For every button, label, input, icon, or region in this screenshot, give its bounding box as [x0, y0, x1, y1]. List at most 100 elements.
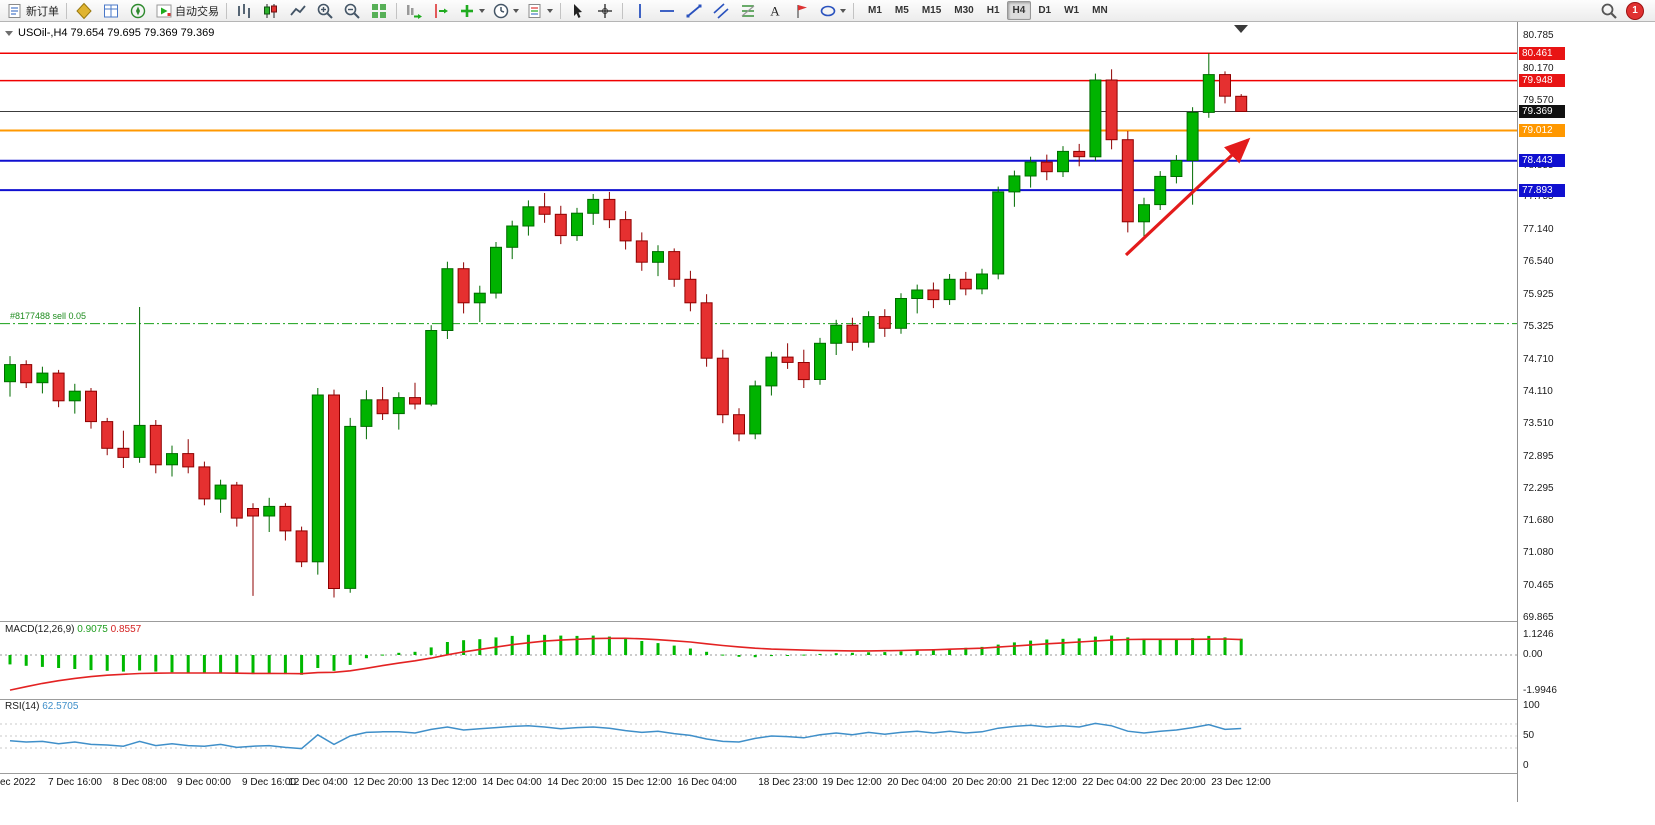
pane-divider-rsi[interactable] [0, 699, 1655, 700]
periods-icon [492, 2, 510, 20]
toolbar-separator [396, 2, 397, 19]
price-tick-label: 71.080 [1523, 547, 1554, 558]
hline-icon [658, 2, 676, 20]
indicators-icon [458, 2, 476, 20]
macd-label: MACD(12,26,9) 0.9075 0.8557 [5, 624, 141, 635]
timeframe-d1-button[interactable]: D1 [1038, 5, 1052, 16]
macd-main-value: 0.9075 [77, 624, 108, 635]
price-tick-label: 80.785 [1523, 30, 1554, 41]
auto-scroll-button[interactable] [401, 0, 427, 22]
order-line-label: #8177488 sell 0.05 [10, 311, 87, 321]
time-axis-label: 12 Dec 04:00 [288, 777, 348, 788]
line-chart-button[interactable] [285, 0, 311, 22]
timeframe-h1-button[interactable]: H1 [986, 5, 1000, 16]
channel-icon [712, 2, 730, 20]
templates-button[interactable] [523, 0, 556, 22]
timeframe-w1-button[interactable]: W1 [1064, 5, 1080, 16]
time-axis-label: 20 Dec 04:00 [887, 777, 947, 788]
time-axis-label: 12 Dec 20:00 [353, 777, 413, 788]
data-window-icon [102, 2, 120, 20]
zoom-out-button[interactable] [339, 0, 365, 22]
time-axis-label: 14 Dec 04:00 [482, 777, 542, 788]
zoom-in-button[interactable] [312, 0, 338, 22]
cursor-button[interactable] [565, 0, 591, 22]
price-tick-label: 77.140 [1523, 224, 1554, 235]
price-tick-label: 75.325 [1523, 321, 1554, 332]
equidistant-channel-button[interactable] [708, 0, 734, 22]
main-chart[interactable] [0, 22, 1517, 622]
price-scale[interactable]: 80.78580.17079.57078.95578.35577.75577.1… [1517, 22, 1655, 802]
arrows-button[interactable] [816, 0, 849, 22]
price-badge: 77.893 [1519, 184, 1565, 197]
trendline-button[interactable] [681, 0, 707, 22]
new-order-icon [6, 2, 24, 20]
time-axis-label: 9 Dec 00:00 [177, 777, 231, 788]
crosshair-icon [596, 2, 614, 20]
fibonacci-button[interactable] [735, 0, 761, 22]
horizontal-line-button[interactable] [654, 0, 680, 22]
timeframe-mn-button[interactable]: MN [1092, 5, 1108, 16]
timeframe-m1-button[interactable]: M1 [868, 5, 882, 16]
trend-arrow[interactable] [1124, 137, 1251, 257]
shapes-icon [819, 2, 837, 20]
auto-trading-button[interactable]: 自动交易 [152, 0, 222, 22]
toolbar-separator [622, 2, 623, 19]
market-watch-button[interactable] [71, 0, 97, 22]
rsi-pane[interactable] [0, 700, 1517, 773]
price-tick-label: 74.110 [1523, 386, 1553, 397]
bar-chart-button[interactable] [231, 0, 257, 22]
dropdown-caret-icon [479, 8, 485, 13]
rsi-line [9, 722, 1242, 750]
vline-icon [631, 2, 649, 20]
time-axis-label: 8 Dec 08:00 [113, 777, 167, 788]
dropdown-caret-icon [840, 8, 846, 13]
search-icon[interactable] [1600, 2, 1618, 20]
pane-divider-macd[interactable] [0, 621, 1655, 622]
timeframe-m30-button[interactable]: M30 [954, 5, 974, 16]
toolbar-separator [853, 2, 854, 19]
macd-name: MACD(12,26,9) [5, 624, 75, 635]
candlestick-chart-button[interactable] [258, 0, 284, 22]
price-badge: 80.461 [1519, 47, 1565, 60]
toolbar-separator [226, 2, 227, 19]
time-axis-label: 20 Dec 20:00 [952, 777, 1012, 788]
rsi-tick-label: 100 [1523, 700, 1540, 711]
periods-button[interactable] [489, 0, 522, 22]
text-label-button[interactable] [789, 0, 815, 22]
navigator-button[interactable] [125, 0, 151, 22]
chart-shift-button[interactable] [428, 0, 454, 22]
dropdown-caret-icon [547, 8, 553, 13]
toolbar: 新订单 自动交易 A M1 M5 M15 M30 H1 H4 D1 W1 MN 1 [0, 0, 1655, 22]
price-tick-label: 76.540 [1523, 256, 1554, 267]
auto-trading-icon [155, 2, 173, 20]
time-axis[interactable]: 7 Dec 2022 7 Dec 16:00 8 Dec 08:00 9 Dec 00… [0, 774, 1517, 796]
vertical-line-button[interactable] [627, 0, 653, 22]
auto-scroll-icon [405, 2, 423, 20]
price-tick-label: 72.295 [1523, 483, 1554, 494]
indicators-button[interactable] [455, 0, 488, 22]
time-axis-label: 7 Dec 2022 [0, 777, 36, 788]
macd-histogram [8, 634, 1243, 675]
cursor-icon [569, 2, 587, 20]
svg-text:A: A [770, 3, 780, 18]
new-order-button[interactable]: 新订单 [3, 0, 62, 22]
auto-trading-label: 自动交易 [175, 5, 219, 18]
text-button[interactable]: A [762, 0, 788, 22]
crosshair-button[interactable] [592, 0, 618, 22]
timeframe-h4-button[interactable]: H4 [1006, 1, 1032, 20]
timeframe-m5-button[interactable]: M5 [894, 5, 909, 16]
time-axis-label: 15 Dec 12:00 [612, 777, 672, 788]
collapse-chart-icon[interactable] [5, 30, 13, 36]
price-tick-label: 69.865 [1523, 612, 1554, 623]
dropdown-caret-icon [513, 8, 519, 13]
rsi-name: RSI(14) [5, 701, 40, 712]
tile-windows-button[interactable] [366, 0, 392, 22]
pane-divider-bottom[interactable] [0, 773, 1655, 774]
macd-signal-value: 0.8557 [110, 624, 142, 635]
data-window-button[interactable] [98, 0, 124, 22]
toolbar-right: 1 [1600, 1, 1652, 20]
notification-badge[interactable]: 1 [1626, 1, 1644, 20]
timeframe-m15-button[interactable]: M15 [921, 5, 942, 16]
macd-pane[interactable] [0, 622, 1517, 699]
